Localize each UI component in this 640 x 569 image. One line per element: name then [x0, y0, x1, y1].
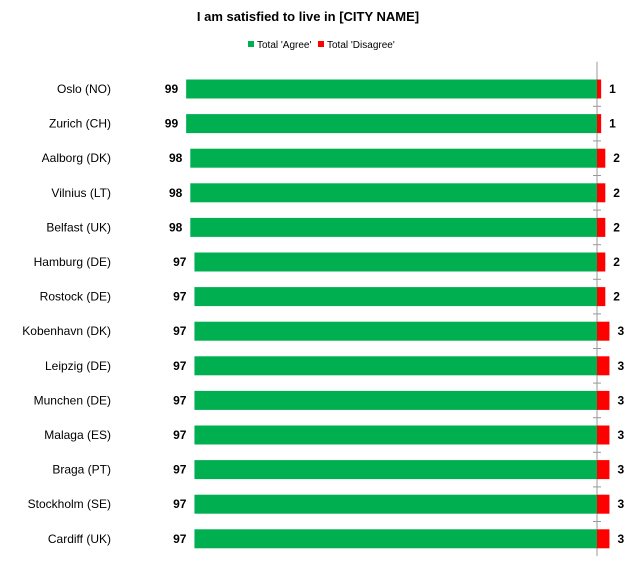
value-label-disagree: 3: [617, 463, 624, 477]
category-label: Zurich (CH): [49, 117, 111, 131]
value-label-disagree: 2: [613, 151, 620, 165]
bar-disagree: [597, 529, 610, 549]
value-label-agree: 97: [173, 290, 187, 304]
value-label-disagree: 3: [617, 532, 624, 546]
category-label: Leipzig (DE): [45, 359, 111, 373]
bar-agree: [190, 148, 598, 168]
category-label: Kobenhavn (DK): [22, 324, 111, 338]
bar-disagree: [597, 252, 606, 272]
legend: Total 'Agree' Total 'Disagree': [248, 40, 395, 51]
legend-swatch-1: [318, 41, 324, 47]
bar-agree: [190, 183, 598, 203]
category-label: Oslo (NO): [57, 82, 111, 96]
bar-agree: [194, 321, 597, 341]
value-label-disagree: 1: [609, 82, 616, 96]
category-label: Vilnius (LT): [51, 186, 111, 200]
category-label: Malaga (ES): [44, 428, 111, 442]
value-label-agree: 98: [169, 186, 183, 200]
bar-agree: [194, 460, 597, 480]
bar-disagree: [597, 114, 602, 134]
chart-title: I am satisfied to live in [CITY NAME]: [197, 9, 419, 24]
category-label: Rostock (DE): [40, 290, 111, 304]
bar-disagree: [597, 79, 602, 99]
bar-disagree: [597, 321, 610, 341]
bar-agree: [194, 494, 597, 514]
value-label-agree: 97: [173, 393, 187, 407]
bar-agree: [186, 114, 597, 134]
value-label-disagree: 2: [613, 255, 620, 269]
value-label-agree: 97: [173, 255, 187, 269]
category-label: Braga (PT): [52, 463, 111, 477]
legend-label-1: Total 'Disagree': [327, 40, 395, 51]
value-label-agree: 97: [173, 324, 187, 338]
bar-agree: [186, 79, 597, 99]
bar-disagree: [597, 183, 606, 203]
value-label-agree: 97: [173, 359, 187, 373]
value-label-agree: 97: [173, 497, 187, 511]
value-label-disagree: 3: [617, 359, 624, 373]
legend-label-0: Total 'Agree': [257, 40, 311, 51]
bar-disagree: [597, 287, 606, 307]
bar-disagree: [597, 390, 610, 410]
bar-agree: [194, 287, 597, 307]
category-label: Hamburg (DE): [34, 255, 111, 269]
category-label: Cardiff (UK): [48, 532, 111, 546]
value-label-agree: 99: [165, 82, 179, 96]
value-label-agree: 97: [173, 463, 187, 477]
category-label: Munchen (DE): [34, 393, 111, 407]
value-label-disagree: 2: [613, 290, 620, 304]
value-label-agree: 97: [173, 428, 187, 442]
bar-disagree: [597, 425, 610, 445]
bar-agree: [190, 217, 598, 237]
value-label-disagree: 2: [613, 220, 620, 234]
bar-disagree: [597, 217, 606, 237]
bar-disagree: [597, 148, 606, 168]
legend-swatch-0: [248, 41, 254, 47]
value-label-disagree: 2: [613, 186, 620, 200]
value-label-disagree: 1: [609, 117, 616, 131]
value-label-disagree: 3: [617, 497, 624, 511]
value-label-disagree: 3: [617, 428, 624, 442]
value-label-agree: 98: [169, 151, 183, 165]
bar-agree: [194, 356, 597, 376]
category-label: Aalborg (DK): [42, 151, 111, 165]
value-label-agree: 97: [173, 532, 187, 546]
value-label-disagree: 3: [617, 393, 624, 407]
value-label-agree: 98: [169, 220, 183, 234]
bar-agree: [194, 252, 597, 272]
bar-agree: [194, 425, 597, 445]
bar-disagree: [597, 494, 610, 514]
bar-disagree: [597, 356, 610, 376]
bar-disagree: [597, 460, 610, 480]
value-label-agree: 99: [165, 117, 179, 131]
bar-agree: [194, 390, 597, 410]
plot-area: Oslo (NO) 99 1 Zurich (CH) 99 1 Aalborg (DK) 98…: [22, 61, 624, 557]
category-label: Belfast (UK): [46, 220, 111, 234]
value-label-disagree: 3: [617, 324, 624, 338]
bar-agree: [194, 529, 597, 549]
category-label: Stockholm (SE): [28, 497, 111, 511]
